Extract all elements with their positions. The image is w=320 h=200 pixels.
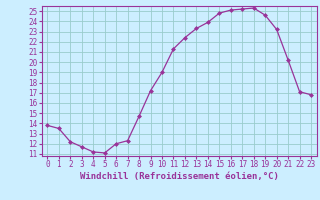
- X-axis label: Windchill (Refroidissement éolien,°C): Windchill (Refroidissement éolien,°C): [80, 172, 279, 181]
